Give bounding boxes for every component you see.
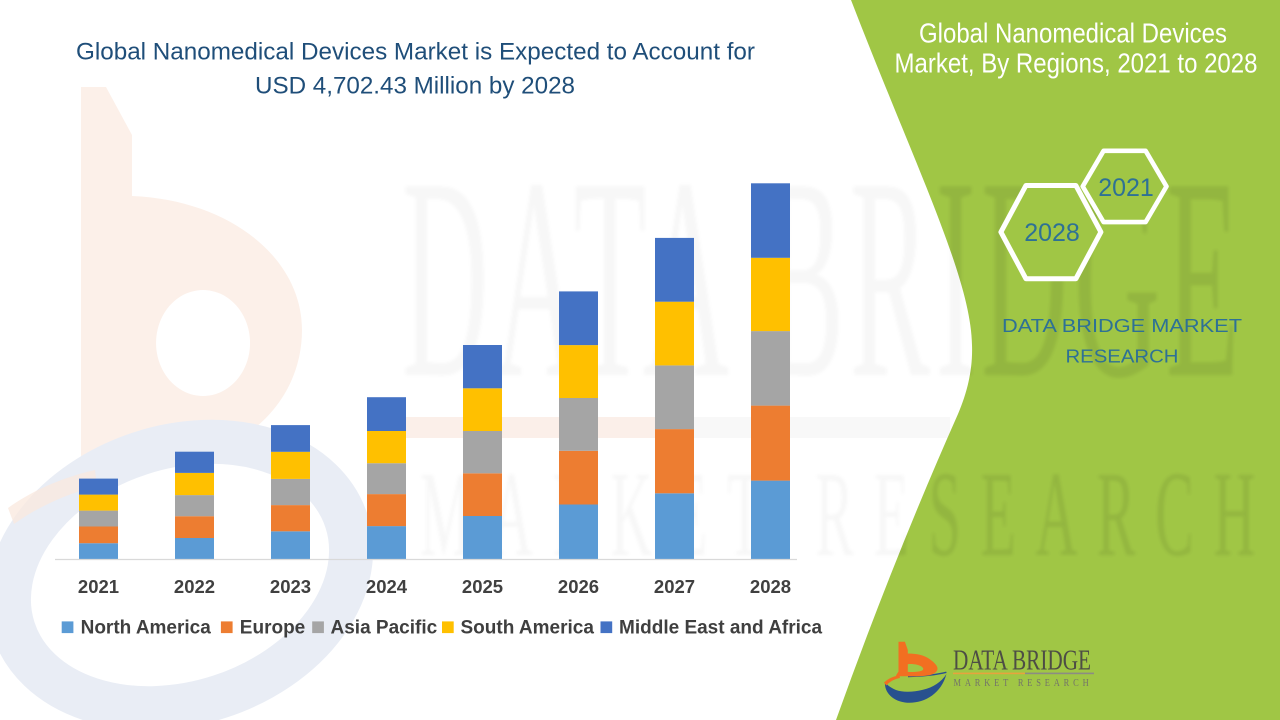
- svg-text:2021: 2021: [78, 576, 119, 597]
- svg-text:2023: 2023: [270, 576, 311, 597]
- svg-text:RESEARCH: RESEARCH: [1066, 345, 1179, 366]
- svg-text:2027: 2027: [654, 576, 695, 597]
- svg-text:Global Nanomedical Devices Mar: Global Nanomedical Devices Market is Exp…: [76, 39, 755, 66]
- svg-text:DATA BRIDGE: DATA BRIDGE: [953, 646, 1091, 677]
- svg-text:2024: 2024: [366, 576, 408, 597]
- svg-text:2022: 2022: [174, 576, 215, 597]
- svg-text:2026: 2026: [558, 576, 599, 597]
- svg-text:Europe: Europe: [240, 617, 305, 638]
- svg-text:2025: 2025: [462, 576, 503, 597]
- svg-text:2028: 2028: [1024, 219, 1080, 247]
- svg-text:Global Nanomedical Devices: Global Nanomedical Devices: [919, 18, 1227, 49]
- svg-text:Market, By Regions, 2021 to 20: Market, By Regions, 2021 to 2028: [895, 48, 1258, 79]
- svg-text:DATA BRIDGE MARKET: DATA BRIDGE MARKET: [1002, 315, 1242, 336]
- svg-text:USD 4,702.43 Million by 2028: USD 4,702.43 Million by 2028: [255, 73, 575, 100]
- svg-text:Middle East and Africa: Middle East and Africa: [619, 617, 822, 638]
- svg-text:MARKET RESEARCH: MARKET RESEARCH: [954, 677, 1093, 689]
- svg-text:Asia Pacific: Asia Pacific: [331, 617, 438, 638]
- svg-text:South America: South America: [461, 617, 595, 638]
- svg-text:2021: 2021: [1098, 174, 1154, 202]
- svg-text:North America: North America: [81, 617, 212, 638]
- svg-text:2028: 2028: [750, 576, 791, 597]
